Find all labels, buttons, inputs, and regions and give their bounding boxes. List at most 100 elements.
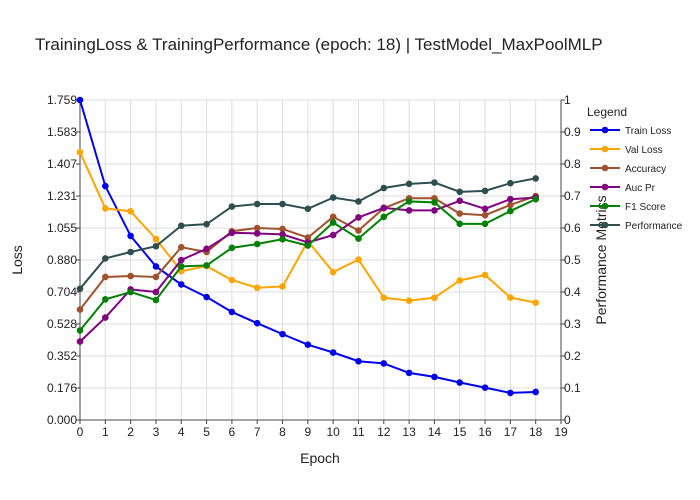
auc-pr-point	[380, 204, 388, 212]
f1-score-point	[152, 296, 160, 304]
legend-marker	[601, 221, 609, 229]
y-tick-label: 0.000	[47, 413, 77, 427]
val-loss-point	[456, 277, 464, 284]
x-tick-label: 14	[428, 425, 442, 439]
y-tick-label: 1.583	[47, 125, 77, 139]
y-tick-label: 1.407	[47, 157, 77, 171]
y2-tick-label: 0.9	[564, 125, 581, 139]
legend-label: F1 Score	[625, 202, 666, 213]
x-tick-label: 10	[326, 425, 340, 439]
series-f1-score	[76, 195, 539, 334]
accuracy-point	[279, 225, 286, 233]
f1-score-point	[456, 220, 464, 228]
performance-point	[431, 179, 438, 186]
performance-point	[127, 248, 134, 256]
performance-point	[507, 179, 514, 187]
performance-point	[329, 194, 337, 201]
performance-point	[355, 198, 362, 205]
x-tick-label: 15	[453, 425, 467, 439]
f1-score-point	[279, 235, 286, 243]
val-loss-point	[431, 294, 438, 302]
series-performance	[76, 175, 539, 293]
grid	[79, 99, 562, 421]
x-tick-label: 19	[554, 425, 568, 439]
train-loss-point	[253, 319, 261, 327]
f1-score-point	[228, 244, 236, 252]
performance-point	[177, 222, 185, 230]
y2-tick-label: 0	[564, 413, 571, 427]
performance-point	[76, 285, 84, 293]
x-tick-label: 5	[203, 425, 210, 439]
auc-pr-point	[203, 245, 210, 253]
performance-point	[203, 220, 210, 228]
auc-pr-point	[405, 207, 413, 214]
y-tick-label: 0.704	[47, 285, 77, 299]
val-loss-point	[405, 297, 413, 304]
accuracy-point	[481, 211, 489, 219]
series-train-loss	[76, 96, 539, 397]
legend-item-val-loss: Val Loss	[590, 145, 663, 156]
auc-pr-point	[456, 197, 464, 205]
performance-point	[152, 242, 160, 250]
f1-score-point	[253, 240, 261, 248]
x-tick-label: 8	[279, 425, 286, 439]
train-loss-point	[304, 341, 312, 348]
legend-label: Val Loss	[625, 145, 663, 156]
auc-pr-point	[76, 338, 84, 345]
train-loss-point	[507, 389, 514, 397]
x-tick-label: 13	[402, 425, 416, 439]
auc-pr-point	[355, 214, 362, 221]
train-loss-point	[152, 263, 160, 270]
train-loss-point	[355, 357, 362, 365]
f1-score-point	[380, 213, 388, 221]
accuracy-point	[127, 272, 134, 280]
x-tick-label: 11	[352, 425, 365, 439]
x-tick-label: 4	[178, 425, 185, 439]
auc-pr-point	[253, 230, 261, 237]
train-loss-point	[203, 293, 210, 301]
performance-point	[405, 180, 413, 188]
y2-tick-label: 0.6	[564, 221, 581, 235]
f1-score-point	[329, 219, 337, 226]
legend-label: Performance	[625, 221, 683, 232]
accuracy-point	[304, 234, 312, 241]
accuracy-point	[456, 210, 464, 217]
legend-label: Auc Pr	[625, 183, 656, 194]
val-loss-point	[380, 294, 388, 302]
legend-marker	[601, 164, 609, 172]
train-loss-point	[456, 379, 464, 386]
f1-score-point	[481, 220, 489, 228]
f1-score-point	[405, 198, 413, 205]
legend-marker	[601, 145, 609, 153]
f1-score-point	[532, 195, 539, 203]
legend: Legend Train Loss Val Loss Accuracy Auc Pr F…	[587, 105, 683, 232]
y-tick-label: 0.352	[47, 349, 77, 363]
val-loss-point	[279, 283, 286, 290]
y-tick-label: 1.055	[47, 221, 77, 235]
accuracy-point	[76, 306, 84, 313]
auc-pr-point	[507, 195, 514, 203]
legend-marker	[601, 202, 609, 210]
auc-pr-point	[431, 207, 438, 214]
x-tick-label: 9	[304, 425, 311, 439]
performance-point	[102, 255, 109, 262]
train-loss-point	[177, 281, 185, 288]
train-loss-point	[102, 182, 109, 190]
series-plot	[76, 96, 539, 397]
legend-item-f1-score: F1 Score	[590, 202, 666, 213]
axes: 0 1 2 3 4 5 6 7 8 9 10 11 12 13 14 15 16 17 18 190.0000.176…	[47, 93, 581, 439]
x-tick-label: 2	[127, 425, 134, 439]
val-loss-point	[228, 276, 236, 284]
f1-score-point	[203, 262, 210, 269]
x-tick-label: 18	[529, 425, 543, 439]
chart-title: TrainingLoss & TrainingPerformance (epoc…	[35, 35, 603, 54]
y-tick-label: 0.176	[47, 381, 77, 395]
auc-pr-point	[329, 231, 337, 239]
y-tick-label: 0.880	[47, 253, 77, 267]
accuracy-point	[355, 227, 362, 234]
accuracy-point	[507, 201, 514, 209]
train-loss-point	[76, 96, 84, 104]
legend-marker	[601, 126, 609, 134]
performance-point	[304, 205, 312, 213]
accuracy-point	[102, 273, 109, 281]
